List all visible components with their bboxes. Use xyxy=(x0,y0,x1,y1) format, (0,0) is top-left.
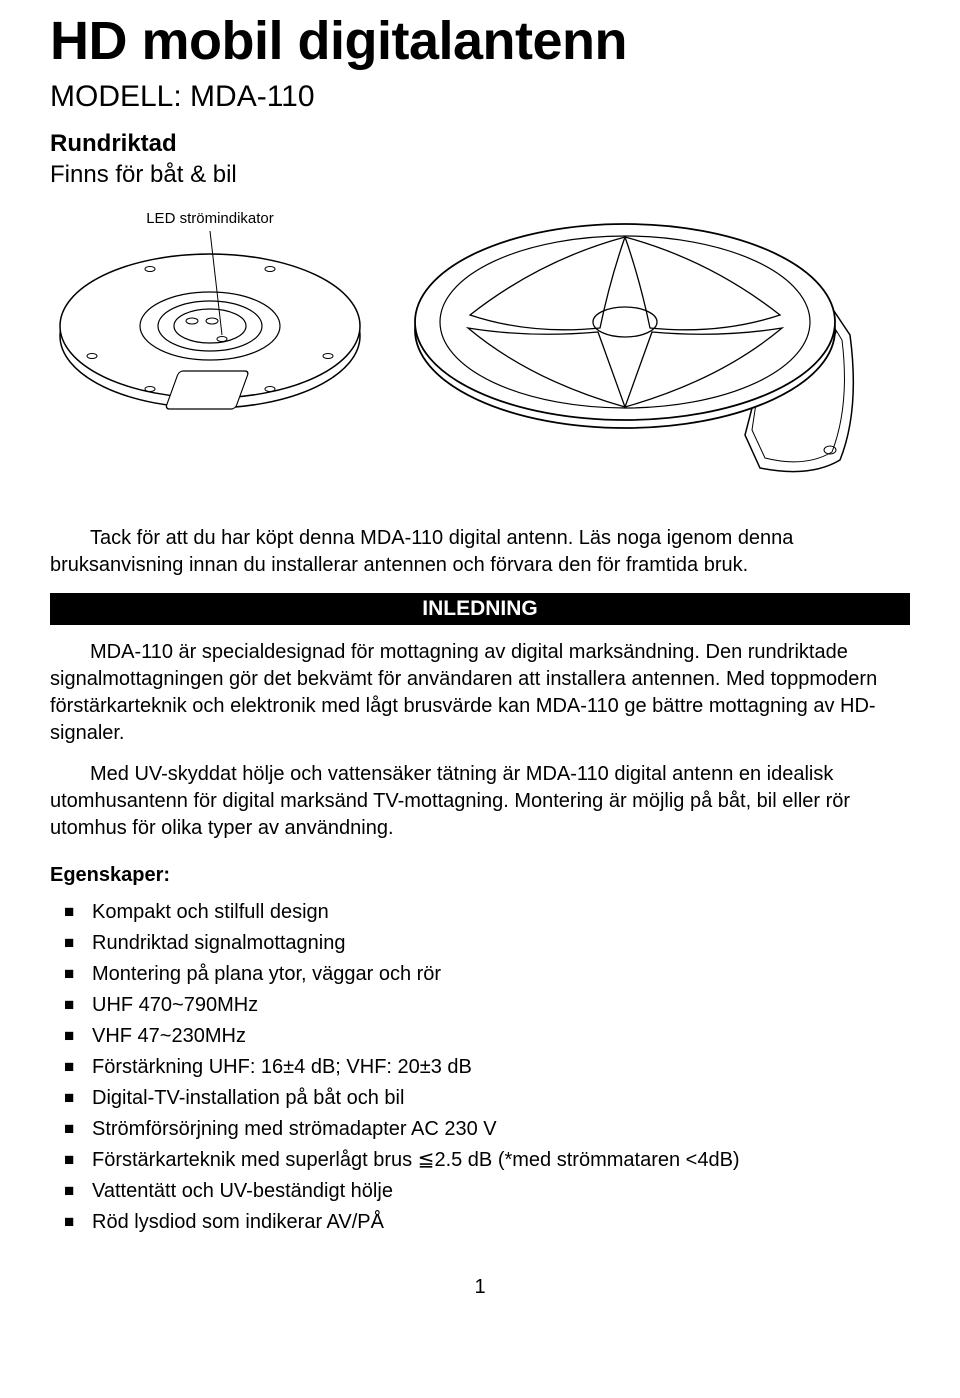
list-item: Förstärkning UHF: 16±4 dB; VHF: 20±3 dB xyxy=(92,1052,910,1083)
list-item: Montering på plana ytor, väggar och rör xyxy=(92,959,910,990)
page-number: 1 xyxy=(50,1276,910,1299)
list-item: Kompakt och stilfull design xyxy=(92,897,910,928)
antenna-mounted-icon xyxy=(410,210,890,490)
list-item: Strömförsörjning med strömadapter AC 230… xyxy=(92,1114,910,1145)
subtitle-normal: Finns för båt & bil xyxy=(50,159,910,190)
list-item: Vattentätt och UV-beständigt hölje xyxy=(92,1176,910,1207)
body-paragraph-1: MDA-110 är specialdesignad för mottagnin… xyxy=(50,639,910,747)
list-item: Digital-TV-installation på båt och bil xyxy=(92,1083,910,1114)
list-item: Förstärkarteknik med superlågt brus ≦2.5… xyxy=(92,1145,910,1176)
illustration-right xyxy=(410,210,890,495)
features-list: Kompakt och stilfull design Rundriktad s… xyxy=(50,897,910,1238)
subtitle-block: Rundriktad Finns för båt & bil xyxy=(50,128,910,190)
intro-paragraph: Tack för att du har köpt denna MDA-110 d… xyxy=(50,525,910,579)
features-heading: Egenskaper: xyxy=(50,864,910,887)
body-paragraph-2: Med UV-skyddat hölje och vattensäker tät… xyxy=(50,761,910,842)
subtitle-bold: Rundriktad xyxy=(50,128,910,159)
body-paragraph-2-text: Med UV-skyddat hölje och vattensäker tät… xyxy=(50,763,850,839)
list-item: Rundriktad signalmottagning xyxy=(92,928,910,959)
page-title: HD mobil digitalantenn xyxy=(50,10,910,72)
list-item: Röd lysdiod som indikerar AV/PÅ xyxy=(92,1207,910,1238)
body-paragraph-1-text: MDA-110 är specialdesignad för mottagnin… xyxy=(50,641,877,744)
illustration-row: LED strömindikator xyxy=(50,210,910,495)
illustration-left: LED strömindikator xyxy=(50,210,370,436)
model-line: MODELL: MDA-110 xyxy=(50,80,910,114)
antenna-bottom-icon xyxy=(50,231,370,431)
list-item: VHF 47~230MHz xyxy=(92,1021,910,1052)
led-indicator-label: LED strömindikator xyxy=(50,210,370,227)
list-item: UHF 470~790MHz xyxy=(92,990,910,1021)
section-heading-inledning: INLEDNING xyxy=(50,593,910,625)
